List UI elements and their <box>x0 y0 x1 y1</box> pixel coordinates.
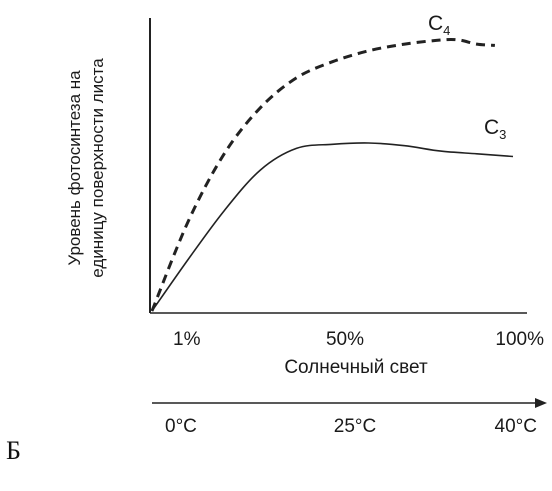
x-tick-label-1: 1% <box>173 329 201 350</box>
y-axis-label: Уровень фотосинтеза на единицу поверхнос… <box>65 58 107 278</box>
temperature-tick-label-1: 0°C <box>165 416 197 437</box>
series-label-c4: C4 <box>428 12 450 38</box>
x-tick-label-2: 50% <box>326 329 364 350</box>
temperature-tick-label-3: 40°C <box>495 416 537 437</box>
temperature-tick-label-2: 25°C <box>334 416 376 437</box>
temperature-arrow-head <box>535 398 547 408</box>
series-layer <box>150 37 514 312</box>
axes-group <box>149 18 527 314</box>
x-axis-label: Солнечный свет <box>284 357 428 378</box>
series-line-c3 <box>151 142 514 312</box>
series-line-c4 <box>150 37 495 312</box>
series-label-c3: C3 <box>484 116 506 142</box>
y-axis-label-line1: Уровень фотосинтеза на <box>65 70 84 266</box>
panel-label: Б <box>6 436 21 465</box>
x-tick-label-3: 100% <box>495 329 544 350</box>
y-axis-label-line2: единицу поверхности листа <box>88 58 107 278</box>
